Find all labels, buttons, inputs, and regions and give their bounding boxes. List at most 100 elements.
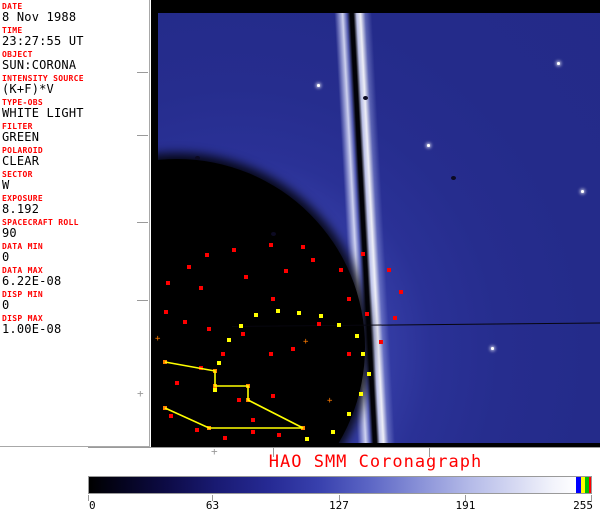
marker-point-red bbox=[393, 316, 397, 320]
metadata-value: (K+F)*V bbox=[2, 82, 54, 96]
metadata-value: SUN:CORONA bbox=[2, 58, 77, 72]
image-title: HAO SMM Coronagraph bbox=[268, 452, 483, 472]
colorbar-tick bbox=[212, 495, 214, 501]
colorbar-tick bbox=[465, 495, 467, 501]
axis-crosshair-bottom: + bbox=[211, 445, 218, 458]
marker-point-yellow bbox=[331, 430, 335, 434]
marker-crosshair-icon: + bbox=[303, 337, 309, 347]
colorbar-marker-red bbox=[588, 477, 591, 493]
axis-tick-left bbox=[137, 135, 148, 136]
colorbar-tick bbox=[338, 495, 340, 501]
colorbar-tick bbox=[88, 495, 89, 501]
marker-point-red bbox=[271, 394, 275, 398]
image-top-border-band bbox=[151, 0, 600, 13]
marker-point-yellow bbox=[297, 311, 301, 315]
bright-speck bbox=[557, 62, 560, 65]
colorbar-marker-blue bbox=[575, 477, 581, 493]
metadata-value: 6.22E-08 bbox=[2, 274, 62, 288]
metadata-field: POLAROID CLEAR bbox=[2, 146, 149, 168]
metadata-value: 1.00E-08 bbox=[2, 322, 62, 336]
axis-crosshair-left: + bbox=[137, 387, 144, 400]
bright-speck bbox=[317, 84, 320, 87]
metadata-label: SPACECRAFT ROLL bbox=[2, 218, 79, 227]
metadata-field: TYPE-OBS WHITE LIGHT bbox=[2, 98, 149, 120]
marker-point-red bbox=[187, 265, 191, 269]
metadata-field: FILTER GREEN bbox=[2, 122, 149, 144]
metadata-field: DATA MIN 0 bbox=[2, 242, 149, 264]
metadata-value: 23:27:55 UT bbox=[2, 34, 84, 48]
bright-speck bbox=[581, 190, 584, 193]
metadata-panel: DATE 8 Nov 1988 TIME 23:27:55 UT OBJECT SUN:C… bbox=[0, 0, 150, 447]
marker-point-red bbox=[237, 398, 241, 402]
axis-tick-left bbox=[137, 222, 148, 223]
metadata-field: TIME 23:27:55 UT bbox=[2, 26, 149, 48]
metadata-field: DATA MAX 6.22E-08 bbox=[2, 266, 149, 288]
marker-point-red bbox=[164, 310, 168, 314]
colorbar[interactable] bbox=[88, 476, 592, 494]
marker-point-red bbox=[339, 268, 343, 272]
metadata-field: SECTOR W bbox=[2, 170, 149, 192]
marker-point-red bbox=[169, 414, 173, 418]
metadata-value: W bbox=[2, 178, 10, 192]
metadata-label: DATA MIN bbox=[2, 242, 43, 251]
dark-spot bbox=[271, 232, 276, 236]
metadata-label: TIME bbox=[2, 26, 23, 35]
dark-spot bbox=[451, 176, 456, 180]
marker-point-red bbox=[221, 352, 225, 356]
metadata-field: DATE 8 Nov 1988 bbox=[2, 2, 149, 24]
marker-point-red bbox=[347, 297, 351, 301]
marker-point-yellow bbox=[367, 372, 371, 376]
metadata-field: INTENSITY SOURCE (K+F)*V bbox=[2, 74, 149, 96]
marker-point-yellow bbox=[337, 323, 341, 327]
marker-point-red bbox=[244, 275, 248, 279]
marker-point-yellow bbox=[254, 313, 258, 317]
colorbar-marker-yellow bbox=[580, 477, 586, 493]
metadata-value: 8.192 bbox=[2, 202, 40, 216]
marker-point-red bbox=[284, 269, 288, 273]
metadata-field: DISP MAX 1.00E-08 bbox=[2, 314, 149, 336]
marker-point-red bbox=[251, 418, 255, 422]
colorbar-tick-label: 0 bbox=[89, 499, 96, 512]
colorbar-gradient bbox=[89, 477, 577, 493]
marker-point-yellow bbox=[276, 309, 280, 313]
colorbar-tick-label: 127 bbox=[329, 499, 349, 512]
axis-tick-left bbox=[137, 72, 148, 73]
metadata-field: SPACECRAFT ROLL 90 bbox=[2, 218, 149, 240]
axis-tick-bottom bbox=[273, 448, 274, 457]
dark-spot bbox=[363, 96, 368, 100]
marker-crosshair-icon: + bbox=[327, 396, 333, 406]
marker-point-red bbox=[223, 436, 227, 440]
metadata-field: OBJECT SUN:CORONA bbox=[2, 50, 149, 72]
dark-spot bbox=[195, 156, 200, 160]
colorbar-tick bbox=[591, 495, 592, 501]
axis-tick-bottom bbox=[429, 448, 430, 457]
marker-point-red bbox=[387, 268, 391, 272]
metadata-value: 0 bbox=[2, 250, 10, 264]
marker-point-red bbox=[195, 428, 199, 432]
colorbar-tick-label: 63 bbox=[205, 499, 220, 512]
marker-point-yellow bbox=[213, 388, 217, 392]
marker-point-red bbox=[301, 245, 305, 249]
feature-outline-polyline bbox=[164, 361, 304, 429]
marker-point-yellow bbox=[217, 361, 221, 365]
marker-point-yellow bbox=[319, 314, 323, 318]
metadata-field: DISP MIN 0 bbox=[2, 290, 149, 312]
metadata-value: WHITE LIGHT bbox=[2, 106, 84, 120]
marker-point-red bbox=[347, 352, 351, 356]
metadata-label: DISP MIN bbox=[2, 290, 43, 299]
marker-point-red bbox=[361, 252, 365, 256]
marker-point-red bbox=[379, 340, 383, 344]
metadata-label: DATE bbox=[2, 2, 23, 11]
metadata-label: POLAROID bbox=[2, 146, 43, 155]
metadata-value: CLEAR bbox=[2, 154, 40, 168]
marker-point-red bbox=[269, 243, 273, 247]
metadata-label: OBJECT bbox=[2, 50, 33, 59]
marker-point-red bbox=[291, 347, 295, 351]
metadata-label: DISP MAX bbox=[2, 314, 43, 323]
marker-point-yellow bbox=[227, 338, 231, 342]
marker-point-red bbox=[205, 253, 209, 257]
marker-point-red bbox=[271, 297, 275, 301]
marker-point-yellow bbox=[305, 437, 309, 441]
marker-point-red bbox=[365, 312, 369, 316]
metadata-value: 8 Nov 1988 bbox=[2, 10, 77, 24]
